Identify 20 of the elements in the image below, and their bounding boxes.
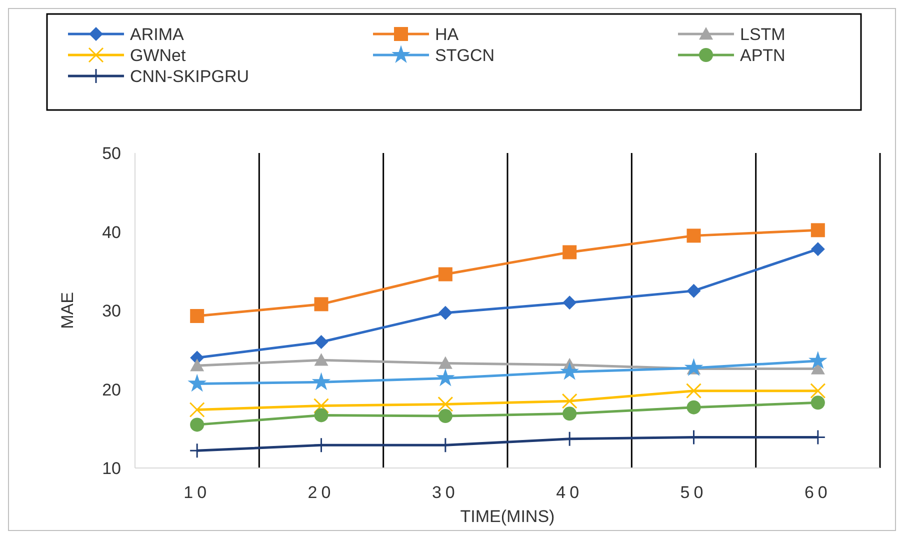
x-tick-label: 60 bbox=[804, 483, 832, 502]
legend-label: APTN bbox=[740, 46, 786, 65]
legend-label: STGCN bbox=[435, 46, 494, 65]
x-tick-label: 30 bbox=[432, 483, 459, 502]
y-tick-label: 30 bbox=[102, 302, 121, 320]
x-tick-label: 20 bbox=[308, 483, 335, 502]
x-tick-label: 10 bbox=[184, 483, 211, 502]
y-axis-title: MAE bbox=[58, 292, 77, 329]
legend-label: GWNet bbox=[130, 46, 186, 65]
y-tick-label: 40 bbox=[102, 222, 121, 242]
x-tick-label: 40 bbox=[556, 483, 584, 502]
y-tick-label: 10 bbox=[102, 459, 121, 478]
y-tick-label: 20 bbox=[102, 380, 121, 400]
legend-label: LSTM bbox=[740, 25, 786, 44]
legend-label: CNN-SKIPGRU bbox=[130, 67, 250, 86]
legend-label: HA bbox=[435, 25, 460, 44]
y-tick-label: 50 bbox=[102, 144, 121, 163]
legend-label: ARIMA bbox=[130, 25, 184, 44]
x-axis-title: TIME(MINS) bbox=[460, 507, 555, 526]
x-tick-label: 50 bbox=[680, 483, 708, 502]
